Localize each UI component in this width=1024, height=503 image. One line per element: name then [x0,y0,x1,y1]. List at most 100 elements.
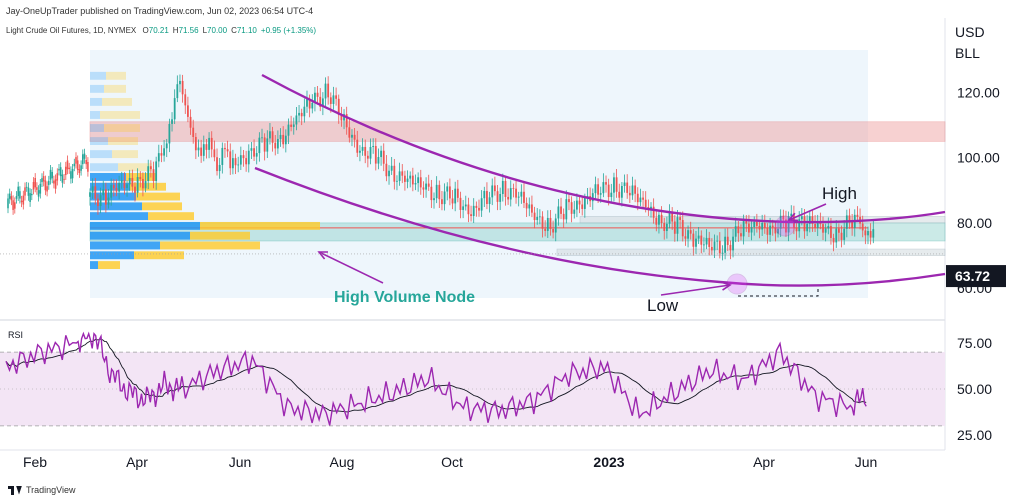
candle-body [665,223,668,232]
high-arrow-head [787,212,799,222]
candle-body [22,195,25,205]
candle-body [24,187,26,196]
candle-body [806,223,809,232]
candle-body [695,238,697,247]
volume-profile-bar [90,111,100,119]
candle-body [816,221,819,228]
ohlc-value: 70.00 [207,26,228,35]
candle-body [126,184,128,188]
volume-profile-bar [136,192,180,201]
candle-body [517,196,520,198]
candle-body [208,137,210,150]
candle-body [216,157,218,172]
candle-body [531,204,533,213]
candle-body [142,179,144,189]
candle-body [112,185,115,189]
symbol-name: Light Crude Oil Futures, 1D, NYMEX [6,26,137,35]
candle-body [684,236,687,239]
candle-body [790,213,793,217]
candle-body [710,246,713,251]
candle-body [830,225,832,238]
candle-body [327,83,330,98]
candle-body [76,160,79,171]
tradingview-footer: TradingView [8,485,76,495]
candle-body [107,197,110,205]
candle-body [396,180,398,182]
volume-profile-bar [100,111,140,119]
volume-profile-bar [134,251,184,260]
candle-body [456,188,459,198]
candle-body [332,95,335,104]
ohlc-value: 70.21 [148,26,169,35]
candle-body [189,116,192,128]
ohlc-values: O70.21 H71.56 L70.00 C71.10 +0.95 (+1.35%) [139,26,317,35]
time-axis-tick: Feb [23,454,47,470]
candle-body [769,225,771,235]
candle-body [837,228,840,233]
candle-body [263,137,266,152]
candle-body [427,183,430,187]
last-price-label: 63.72 [955,268,990,284]
candle-body [250,148,253,151]
candle-body [131,177,134,187]
candle-body [213,149,216,158]
candle-body [377,157,380,164]
candle-body [795,227,798,232]
candle-body [15,196,18,199]
high-arrow [788,203,827,221]
candle-body [314,92,316,103]
candle-body [120,180,123,183]
candle-body [642,197,644,200]
candle-body [359,150,361,153]
candle-body [515,188,517,198]
candle-body [478,207,480,211]
candle-body [279,134,282,139]
lower-channel-curve [254,166,946,287]
candle-body [718,240,721,254]
time-axis-tick: Apr [126,454,148,470]
candle-body [591,193,594,202]
candle-body [848,215,851,221]
candle-body [507,196,510,200]
hvn-arrow [318,251,384,284]
candle-body [808,216,811,224]
rsi-title: RSI [8,330,23,340]
candle-body [536,216,539,221]
candle-body [843,228,846,240]
candle-body [578,200,581,205]
candle-body [157,153,160,162]
candle-body [70,171,72,179]
candle-body [493,185,496,192]
candle-body [181,80,184,95]
volume-profile-bar [90,212,148,221]
candle-body [814,223,816,228]
rsi-ma-line [5,338,867,413]
candle-body [462,206,465,210]
ohlc-value: +0.95 (+1.35%) [260,26,317,35]
candle-body [676,217,679,234]
currency-label: USD [955,24,985,40]
candle-body [10,196,13,201]
candle-body [615,177,618,192]
candle-body [329,97,332,104]
last-price-tag [946,265,1006,288]
candle-body [644,199,647,208]
candle-body [59,167,62,177]
candle-body [184,94,187,106]
price-axis-tick: 100.00 [957,150,1000,166]
candle-body [679,217,682,221]
candle-body [451,198,454,204]
candle-body [509,188,512,200]
candle-body [867,231,869,236]
candle-body [71,168,74,179]
candle-body [872,229,875,238]
candle-body [700,235,703,245]
volume-profile-bar [90,173,126,181]
candle-body [115,188,118,192]
candle-body [91,186,94,193]
candle-body [73,163,76,167]
volume-profile-bar [190,231,250,240]
volume-profile-bar [90,97,102,106]
candle-body [311,102,314,109]
